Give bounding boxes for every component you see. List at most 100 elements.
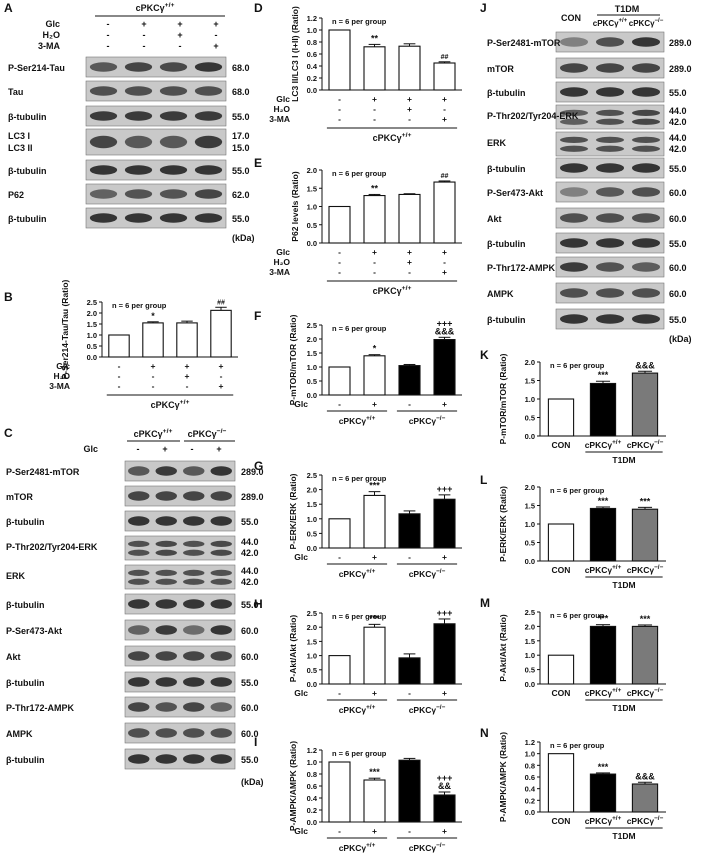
blot-strip-J: [555, 207, 665, 229]
blot-band: [194, 111, 223, 121]
blot-band: [124, 86, 153, 96]
y-tick-label: 0.8: [525, 761, 535, 770]
y-tick-label: 0.4: [307, 794, 318, 803]
blot-band: [124, 135, 153, 149]
blot-band: [210, 599, 232, 609]
blot-background: [124, 748, 236, 770]
blot-band: [595, 87, 625, 97]
treatment-sign: +: [407, 94, 412, 104]
treatment-sign: -: [408, 826, 411, 836]
significance-mark: ***: [369, 613, 380, 623]
blot-band: [183, 754, 205, 764]
y-tick-label: 0.5: [525, 414, 535, 423]
blot-band: [183, 625, 205, 635]
blot-band: [631, 238, 661, 248]
blot-band: [183, 569, 205, 577]
y-tick-label: 0.0: [307, 680, 317, 689]
y-tick-label: 1.5: [307, 349, 317, 358]
treatment-sign: -: [152, 381, 155, 391]
blot-band: [595, 238, 625, 248]
genotype-label: cPKCγ+/+: [339, 842, 376, 853]
blot-strip-C: [124, 460, 236, 482]
treatment-sign: -: [338, 104, 341, 114]
treatment-label: H₂O: [273, 257, 290, 267]
y-tick-label: 1.5: [525, 377, 535, 386]
chart-K: 0.0 0.5 1.0 1.5 2.0 P-mTOR/mTOR (Ratio) n = 6 …: [498, 353, 666, 465]
blot-background: [85, 207, 227, 229]
blot-background: [555, 104, 665, 130]
blot-label: AMPK: [487, 289, 514, 299]
y-tick-label: 1.2: [307, 14, 317, 23]
unit-label: (kDa): [669, 334, 692, 344]
blot-label: β-tubulin: [487, 315, 525, 325]
significance-mark: &&&: [635, 771, 655, 781]
treatment-sign: +: [442, 688, 447, 698]
blot-label: β-tubulin: [8, 214, 46, 224]
y-tick-label: 1.0: [307, 652, 317, 661]
genotype-label: cPKCγ+/+: [339, 704, 376, 715]
chart-M: 0.0 0.5 1.0 1.5 2.0 2.5 P-Akt/Akt (Ratio) n = 6…: [498, 608, 666, 713]
y-axis-label: P-AMPK/AMPK (Ratio): [498, 732, 508, 822]
treatment-sign: +: [185, 361, 190, 371]
treatment-sign: +: [372, 247, 377, 257]
treatment-sign: -: [118, 361, 121, 371]
blot-label: β-tubulin: [6, 755, 44, 765]
blot-band: [128, 754, 150, 764]
treatment-label: Glc: [45, 19, 60, 29]
bar: [547, 654, 575, 685]
treatment-sign: +: [407, 257, 412, 267]
blot-band: [124, 189, 153, 199]
blot-band: [595, 288, 625, 298]
treatment-sign: -: [408, 267, 411, 277]
treatment-sign: +: [442, 94, 447, 104]
treatment-label: 3-MA: [49, 381, 70, 391]
genotype-label: cPKCγ+/+: [373, 285, 412, 296]
blot-band: [631, 37, 661, 47]
genotype-label: cPKCγ+/+: [585, 564, 622, 575]
kda-label: 60.0: [669, 263, 687, 273]
blot-strip-J: [555, 256, 665, 278]
y-tick-label: 0.0: [525, 557, 535, 566]
blot-band: [89, 165, 118, 175]
treatment-sign: -: [373, 267, 376, 277]
kda-label: 44.0: [241, 566, 259, 576]
blot-strip-C: [124, 645, 236, 667]
y-axis-label: P-Akt/Akt (Ratio): [498, 614, 508, 682]
bar: [398, 193, 421, 244]
y-axis-label: P-Akt/Akt (Ratio): [288, 615, 298, 683]
treatment-sign: +: [442, 399, 447, 409]
significance-mark: &&&: [635, 360, 655, 370]
treatment-sign: -: [338, 247, 341, 257]
blot-label: mTOR: [487, 64, 514, 74]
kda-label: 60.0: [669, 214, 687, 224]
sample-size-note: n = 6 per group: [332, 324, 387, 333]
y-tick-label: 0.0: [307, 391, 317, 400]
treatment-sign: -: [338, 552, 341, 562]
blot-band: [159, 62, 188, 72]
chart-B: 0.0 0.5 1.0 1.5 2.0 2.5 P-Ser214-Tau/Tau (Rati…: [49, 279, 238, 396]
blot-band: [595, 314, 625, 324]
blot-label: β-tubulin: [6, 678, 44, 688]
blot-band: [155, 516, 177, 526]
bar: [328, 205, 351, 244]
y-tick-label: 0.5: [307, 377, 317, 386]
blot-band: [183, 516, 205, 526]
significance-mark: **: [371, 183, 379, 193]
blot-label: Akt: [6, 652, 21, 662]
treatment-label: Glc: [294, 552, 308, 562]
genotype-label: cPKCγ−/−: [627, 564, 664, 575]
blot-band: [631, 262, 661, 272]
y-tick-label: 1.0: [307, 758, 317, 767]
blot-band: [210, 466, 232, 476]
group-label: CON: [561, 13, 581, 23]
kda-label: 42.0: [241, 577, 259, 587]
y-tick-label: 1.0: [307, 26, 317, 35]
kda-label: 55.0: [669, 315, 687, 325]
y-tick-label: 2.5: [307, 609, 317, 618]
blot-background: [555, 131, 665, 157]
kda-label: 17.0: [232, 131, 250, 141]
y-tick-label: 2.0: [307, 623, 317, 632]
blot-band: [159, 86, 188, 96]
treatment-sign: +: [372, 94, 377, 104]
y-tick-label: 0.2: [307, 74, 317, 83]
